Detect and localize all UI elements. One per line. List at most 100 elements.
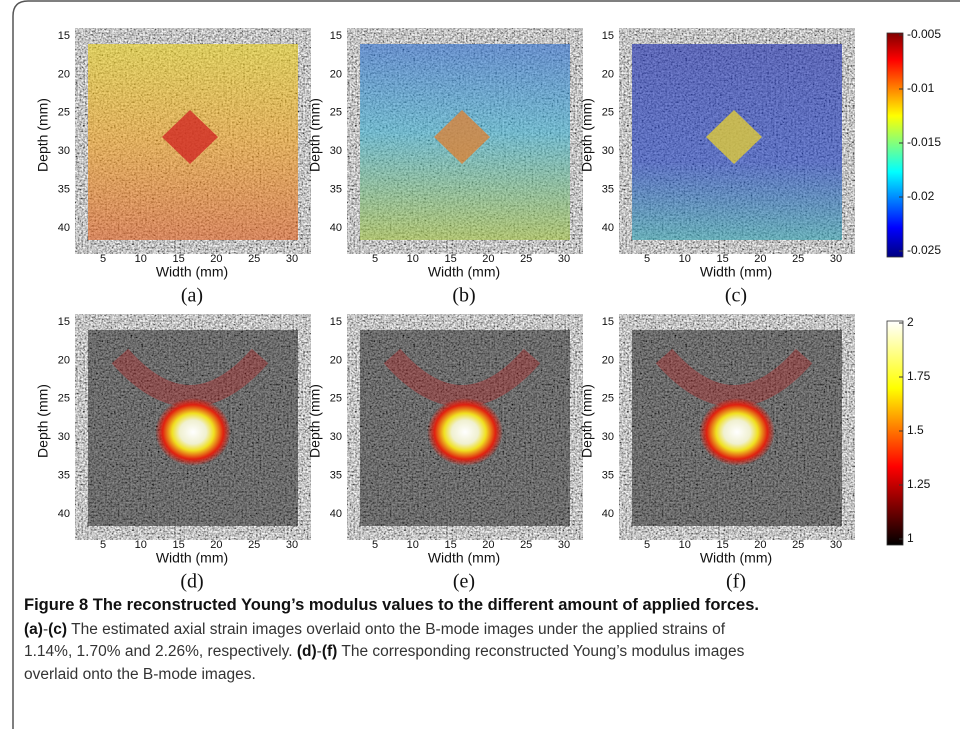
caption-bold: (a) xyxy=(24,620,43,638)
y-tick-label: 20 xyxy=(602,68,614,80)
y-tick-label: 40 xyxy=(330,508,342,520)
caption-bold: (f) xyxy=(321,643,338,660)
y-tick-label: 25 xyxy=(330,393,342,405)
y-tick-label: 15 xyxy=(602,316,614,328)
x-tick-label: 15 xyxy=(172,539,184,551)
x-tick-label: 10 xyxy=(679,539,691,551)
x-axis-label: Width (mm) xyxy=(156,264,228,280)
inclusion xyxy=(155,398,231,466)
panel-label: (f) xyxy=(726,571,746,593)
y-tick-label: 30 xyxy=(602,145,614,157)
colorbar-tick-label: 1.5 xyxy=(907,423,924,437)
panel: 15 20 25 30 35 40 5 10 15 20 25 30 Width (mm) Depth (… xyxy=(307,28,583,307)
inclusion xyxy=(434,110,490,164)
x-tick-label: 5 xyxy=(372,253,378,265)
x-tick-label: 15 xyxy=(172,253,184,265)
caption-text: The estimated axial strain images overla… xyxy=(67,620,726,638)
y-tick-label: 15 xyxy=(330,316,342,328)
panel: 15 20 25 30 35 40 5 10 15 20 25 30 Width (mm) Depth (… xyxy=(35,314,311,593)
y-tick-label: 25 xyxy=(330,107,342,119)
caption-text: - xyxy=(42,620,49,638)
y-tick-label: 15 xyxy=(58,316,70,328)
panel-label: (d) xyxy=(180,571,203,593)
panel-label: (a) xyxy=(181,285,203,307)
x-tick-label: 30 xyxy=(830,539,842,551)
y-tick-label: 20 xyxy=(330,68,342,80)
colorbar-tick-label: 1.75 xyxy=(907,369,931,383)
x-tick-label: 5 xyxy=(644,253,650,265)
x-tick-label: 30 xyxy=(558,253,570,265)
x-tick-label: 30 xyxy=(558,539,570,551)
caption-text: overlaid onto the B-mode images. xyxy=(24,665,256,683)
y-tick-label: 20 xyxy=(602,354,614,366)
y-tick-label: 35 xyxy=(330,184,342,196)
x-tick-label: 20 xyxy=(754,253,766,265)
y-tick-label: 35 xyxy=(602,184,614,196)
stiff-band xyxy=(383,348,541,407)
panel: 15 20 25 30 35 40 5 10 15 20 25 30 Width (mm) Depth (… xyxy=(579,314,855,593)
panel: 15 20 25 30 35 40 5 10 15 20 25 30 Width (mm) Depth (… xyxy=(579,28,855,307)
y-tick-label: 15 xyxy=(330,30,342,42)
x-axis-label: Width (mm) xyxy=(428,550,500,566)
y-tick-label: 40 xyxy=(58,508,70,520)
x-tick-label: 15 xyxy=(716,253,728,265)
x-tick-label: 5 xyxy=(644,539,650,551)
y-tick-label: 25 xyxy=(602,393,614,405)
y-tick-label: 15 xyxy=(602,30,614,42)
y-tick-label: 40 xyxy=(330,222,342,234)
caption-text: 1.14%, 1.70% and 2.26%, respectively. xyxy=(24,643,297,660)
x-tick-label: 25 xyxy=(792,539,804,551)
stiff-band xyxy=(655,348,813,407)
x-tick-label: 5 xyxy=(100,539,106,551)
x-tick-label: 15 xyxy=(444,253,456,265)
x-tick-label: 15 xyxy=(444,539,456,551)
inclusion xyxy=(427,398,503,466)
colorbar-tick-label: -0.025 xyxy=(907,243,941,257)
x-tick-label: 25 xyxy=(248,253,260,265)
panel: 15 20 25 30 35 40 5 10 15 20 25 30 Width (mm) Depth (… xyxy=(35,28,311,307)
colorbar-tick-label: -0.015 xyxy=(907,135,941,149)
caption-title: Figure 8 The reconstructed Young’s modul… xyxy=(24,596,759,614)
x-tick-label: 5 xyxy=(372,539,378,551)
y-axis-label: Depth (mm) xyxy=(35,384,51,458)
y-tick-label: 35 xyxy=(58,184,70,196)
y-tick-label: 40 xyxy=(602,222,614,234)
colorbar-tick-label: -0.01 xyxy=(907,81,935,95)
frame xyxy=(12,0,960,729)
x-axis-label: Width (mm) xyxy=(700,264,772,280)
y-tick-label: 35 xyxy=(58,470,70,482)
panel-label: (b) xyxy=(452,285,475,307)
y-tick-label: 40 xyxy=(602,508,614,520)
y-axis-label: Depth (mm) xyxy=(35,98,51,172)
caption-line: (a)-(c) The estimated axial strain image… xyxy=(24,619,954,642)
x-tick-label: 25 xyxy=(248,539,260,551)
panel-label: (e) xyxy=(453,571,475,593)
colorbar-tick-label: -0.005 xyxy=(907,27,941,41)
x-tick-label: 20 xyxy=(210,253,222,265)
x-tick-label: 20 xyxy=(210,539,222,551)
x-tick-label: 25 xyxy=(520,539,532,551)
colorbar xyxy=(886,320,904,546)
x-axis-label: Width (mm) xyxy=(700,550,772,566)
x-tick-label: 20 xyxy=(754,539,766,551)
panel-label: (c) xyxy=(725,285,747,307)
x-tick-label: 30 xyxy=(830,253,842,265)
x-tick-label: 10 xyxy=(407,253,419,265)
y-axis-label: Depth (mm) xyxy=(579,98,595,172)
colorbar-tick-label: 1 xyxy=(907,531,914,545)
y-tick-label: 30 xyxy=(58,431,70,443)
colorbar xyxy=(886,32,904,258)
y-tick-label: 35 xyxy=(602,470,614,482)
y-axis-label: Depth (mm) xyxy=(307,98,323,172)
inclusion xyxy=(706,110,762,164)
caption-text: The corresponding reconstructed Young’s … xyxy=(337,643,745,660)
caption-bold: (c) xyxy=(48,620,68,638)
x-tick-label: 10 xyxy=(135,253,147,265)
y-tick-label: 25 xyxy=(58,393,70,405)
x-tick-label: 30 xyxy=(286,539,298,551)
colorbar-tick-label: -0.02 xyxy=(907,189,935,203)
y-tick-label: 20 xyxy=(330,354,342,366)
stiff-band xyxy=(111,348,269,407)
